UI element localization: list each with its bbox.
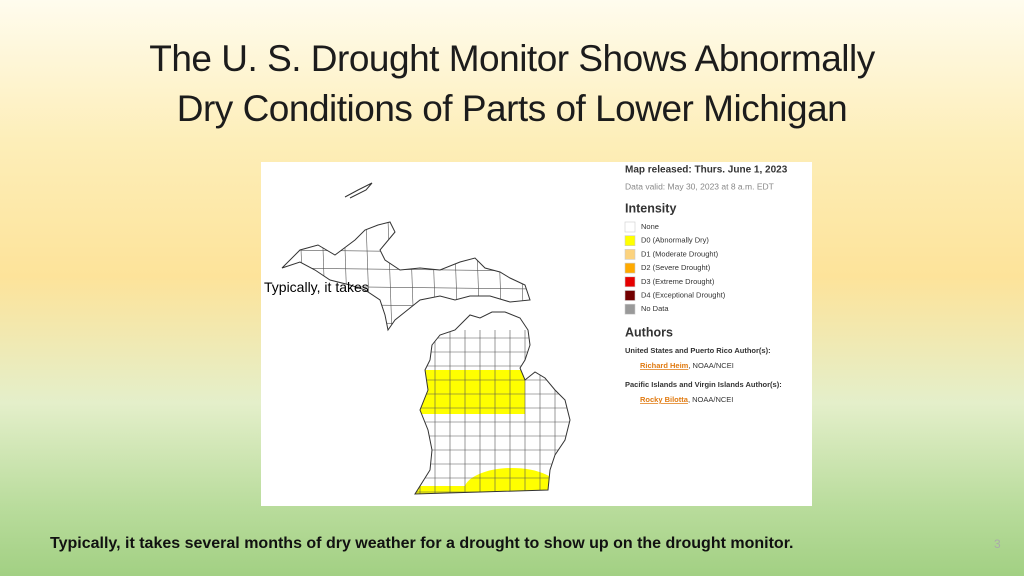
data-valid: Data valid: May 30, 2023 at 8 a.m. EDT [625,181,774,191]
intensity-heading: Intensity [625,201,676,215]
county-line [299,222,305,330]
author-link[interactable]: Rocky Bilotta [640,395,689,404]
legend-swatch [624,221,636,233]
map-svg: Map released: Thurs. June 1, 2023 Data v… [281,165,788,495]
lower-peninsula [415,312,570,494]
author-region: Pacific Islands and Virgin Islands Autho… [625,380,782,389]
author-line: Rocky Bilotta, NOAA/NCEI [640,395,733,404]
legend-label: D3 (Extreme Drought) [641,277,715,286]
title-line: The U. S. Drought Monitor Shows Abnormal… [149,38,875,79]
legend-swatch [624,276,636,288]
county-line [519,222,525,330]
author-affiliation: , NOAA/NCEI [688,361,733,370]
title-line: Dry Conditions of Parts of Lower Michiga… [176,88,848,129]
legend-label: D0 (Abnormally Dry) [641,236,709,245]
legend-swatch [624,249,636,260]
author-region: United States and Puerto Rico Author(s): [625,346,771,355]
caption: Typically, it takes several months of dr… [50,535,794,552]
legend-swatch [624,290,636,301]
legend-label: D1 (Moderate Drought) [641,249,719,258]
author-link[interactable]: Richard Heim [640,361,689,370]
legend-label: D4 (Exceptional Drought) [641,290,726,299]
slide-number: 3 [994,537,1001,551]
legend: None D0 (Abnormally Dry) D1 (Moderate Drou… [624,221,726,315]
drought-map: Map released: Thurs. June 1, 2023 Data v… [261,162,812,506]
legend-label: D2 (Severe Drought) [641,263,711,272]
author-affiliation: , NOAA/NCEI [688,395,733,404]
legend-swatch [624,303,636,315]
author-line: Richard Heim, NOAA/NCEI [640,361,734,370]
legend-label: No Data [641,304,669,313]
map-released: Map released: Thurs. June 1, 2023 [625,165,788,176]
legend-swatch [624,262,636,274]
authors-heading: Authors [625,325,673,339]
legend-label: None [641,222,659,231]
legend-swatch [624,235,636,246]
overlay-text: Typically, it takes [264,279,369,295]
